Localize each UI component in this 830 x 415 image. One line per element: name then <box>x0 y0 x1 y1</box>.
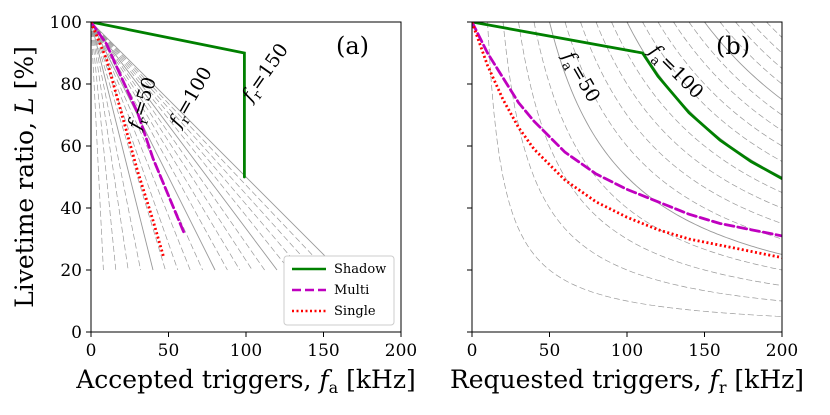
legend-label-shadow: Shadow <box>334 262 386 277</box>
guide-line-fr-60 <box>91 22 166 271</box>
guide-curve-fa-130 <box>673 22 782 131</box>
guide-line-fr-100 <box>91 22 216 271</box>
guide-line-fr-150 <box>91 22 278 271</box>
panel-b-ticks: 0 50 100 150 200 <box>467 21 798 361</box>
svg-text:fr=50: fr=50 <box>123 74 165 135</box>
svg-text:fa=50: fa=50 <box>553 46 604 108</box>
guide-line-fr-20 <box>91 22 117 271</box>
guide-curve-fa-30 <box>518 22 782 286</box>
guide-line-fr-190 <box>91 22 327 271</box>
panel-b-tag: (b) <box>716 32 750 60</box>
guide-curve-fa-110 <box>642 22 782 162</box>
y-axis-label: Livetime ratio, L [%] <box>10 46 39 308</box>
series-shadow-panel-a <box>91 22 246 179</box>
guide-line-fr-50 <box>91 22 154 271</box>
guide-curve-fa-120 <box>657 22 782 147</box>
x-tick-label: 100 <box>611 341 643 361</box>
guide-line-fr-160 <box>91 22 290 271</box>
legend-label-multi: Multi <box>334 283 369 298</box>
y-tick-label: 0 <box>71 323 82 343</box>
guide-curve-fa-190 <box>766 22 782 38</box>
legend: Shadow Multi Single <box>283 255 395 326</box>
y-tick-label: 20 <box>60 261 82 281</box>
series-multi-panel-a <box>91 22 186 235</box>
annotation-fr100: fr=100 <box>164 63 220 134</box>
guide-line-fr-90 <box>91 22 203 271</box>
legend-box <box>283 255 395 326</box>
guide-line-fr-10 <box>91 22 104 271</box>
annotation-fa50: fa=50 <box>553 46 605 108</box>
panel-b-series <box>472 22 782 259</box>
guide-curve-fa-150 <box>704 22 782 100</box>
guide-curve-fa-140 <box>688 22 782 116</box>
x-axis-label-b: Requested triggers, fr [kHz] <box>450 365 804 397</box>
panel-a-guides <box>91 22 340 271</box>
x-axis-label-a: Accepted triggers, fa [kHz] <box>75 365 416 397</box>
svg-text:Livetime ratio, L [%]: Livetime ratio, L [%] <box>10 46 39 308</box>
guide-line-fr-170 <box>91 22 303 271</box>
guide-curve-fa-100 <box>626 22 782 178</box>
guide-line-fr-180 <box>91 22 315 271</box>
panel-a-ticks: 0 50 100 150 200 0 20 40 60 80 100 <box>50 13 418 361</box>
y-tick-label: 40 <box>60 199 82 219</box>
guide-line-fr-110 <box>91 22 228 271</box>
guide-curve-fa-40 <box>533 22 782 271</box>
y-tick-label: 100 <box>50 13 82 33</box>
x-tick-label: 50 <box>158 341 180 361</box>
x-tick-label: 100 <box>230 341 262 361</box>
panel-a-series <box>91 22 246 258</box>
guide-line-fr-30 <box>91 22 129 271</box>
series-multi-panel-b <box>472 22 782 238</box>
guide-curve-fa-50 <box>549 22 782 255</box>
svg-text:fr=100: fr=100 <box>164 63 220 134</box>
panel-a-tag: (a) <box>336 32 369 60</box>
guide-curve-fa-70 <box>580 22 782 224</box>
x-tick-label: 50 <box>539 341 561 361</box>
guide-curve-fa-80 <box>595 22 782 209</box>
guide-line-fr-200 <box>91 22 340 271</box>
guide-curve-fa-60 <box>564 22 782 240</box>
x-tick-label: 0 <box>86 341 97 361</box>
guide-curve-fa-160 <box>719 22 782 85</box>
annotation-fr50: fr=50 <box>123 74 165 135</box>
guide-line-fr-80 <box>91 22 191 271</box>
x-tick-label: 200 <box>766 341 798 361</box>
x-tick-label: 0 <box>467 341 478 361</box>
guide-line-fr-70 <box>91 22 179 271</box>
series-shadow-panel-b <box>472 22 782 180</box>
guide-curve-fa-180 <box>750 22 782 54</box>
panel-a: 0 50 100 150 200 0 20 40 60 80 100 (a) fr=50 fr=10… <box>10 13 417 397</box>
guide-line-fr-130 <box>91 22 253 271</box>
panel-b-guides <box>487 22 782 317</box>
guide-curve-fa-20 <box>502 22 782 302</box>
legend-label-single: Single <box>334 304 376 319</box>
guide-curve-fa-170 <box>735 22 782 69</box>
guide-line-fr-140 <box>91 22 265 271</box>
x-tick-label: 150 <box>307 341 339 361</box>
x-tick-label: 200 <box>385 341 417 361</box>
series-single-panel-a <box>91 22 166 258</box>
y-tick-label: 80 <box>60 75 82 95</box>
y-tick-label: 60 <box>60 137 82 157</box>
guide-line-fr-40 <box>91 22 141 271</box>
guide-curve-fa-10 <box>487 22 782 317</box>
guide-curve-fa-90 <box>611 22 782 193</box>
x-tick-label: 150 <box>688 341 720 361</box>
panel-b: 0 50 100 150 200 (b) fa=50 fa=100 Requested … <box>450 21 804 397</box>
